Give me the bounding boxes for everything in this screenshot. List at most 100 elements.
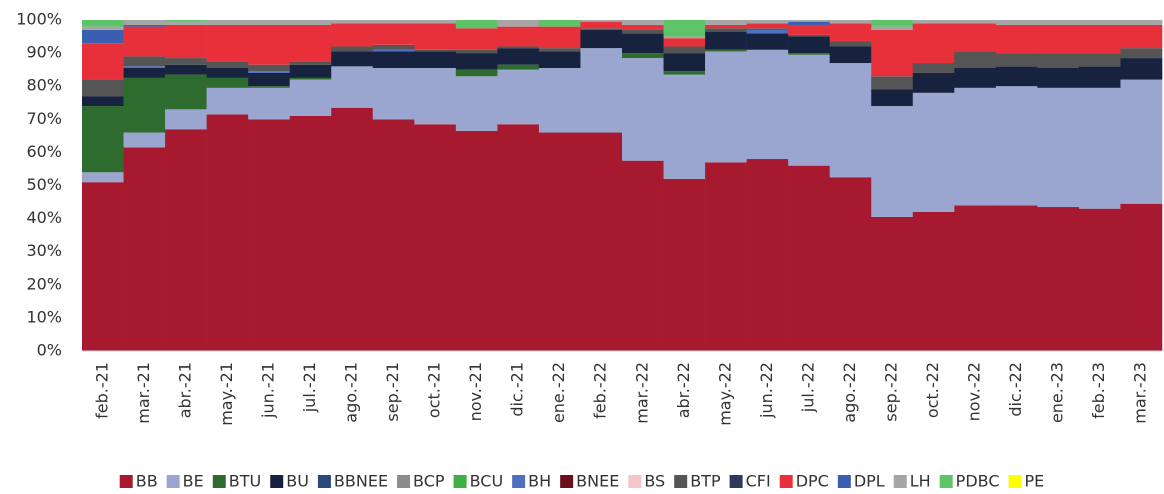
legend-swatch [837, 475, 851, 488]
legend-label: BE [183, 472, 204, 491]
bar-segment [206, 87, 249, 115]
bar-segment [248, 71, 290, 73]
bar-segment [995, 66, 1038, 87]
x-tick-label: oct.-21 [425, 362, 444, 418]
bar-segment [538, 51, 581, 68]
bar-segment [1037, 20, 1080, 25]
legend-swatch [212, 475, 226, 488]
legend-swatch [512, 475, 526, 488]
x-tick-label: may.-21 [217, 362, 236, 426]
bar-segment [206, 61, 249, 68]
y-tick-label: 80% [26, 76, 62, 95]
bar-segment [1120, 20, 1163, 25]
bar-segment [165, 74, 207, 110]
bar-segment [1120, 58, 1163, 80]
bar-segment [871, 89, 914, 107]
legend-swatch [939, 475, 953, 488]
bar-segment [1120, 24, 1163, 49]
x-tick-label: abr.-22 [674, 362, 693, 418]
bar-segment [372, 23, 415, 45]
bar-segment [538, 132, 581, 351]
x-tick-label: oct.-22 [923, 362, 942, 418]
legend-label: LH [910, 472, 931, 491]
bar-segment [829, 23, 872, 42]
bar-segment [663, 74, 706, 179]
bar-segment [497, 69, 540, 125]
bar-segment [165, 64, 207, 75]
x-tick-label: ago.-21 [342, 362, 361, 423]
bar-segment [954, 205, 997, 351]
bar-segment [331, 23, 374, 47]
bar-segment [622, 53, 664, 59]
bar-segment [829, 41, 872, 47]
x-tick-label: ene.-23 [1048, 362, 1067, 423]
bar-segment [871, 216, 914, 351]
bar-segment [705, 20, 747, 25]
bar-segment [123, 67, 166, 78]
bar-segment [289, 24, 332, 62]
legend-label: BTU [229, 472, 261, 491]
y-tick-label: 100% [16, 10, 62, 29]
bar-segment [206, 114, 249, 352]
bar-segment [538, 67, 581, 133]
bar-segment [954, 23, 997, 52]
bar-segment [248, 86, 290, 88]
bar-segment [414, 51, 457, 68]
bar-segment [871, 76, 914, 90]
bar-segment [705, 28, 747, 32]
bar-segment [663, 71, 706, 75]
bar-segment [538, 20, 581, 27]
x-tick-label: sep.-21 [383, 362, 402, 422]
bar-segment [788, 36, 830, 54]
bar-segment [455, 130, 498, 351]
x-tick-label: mar.-21 [134, 362, 153, 424]
bar-segment [663, 38, 706, 47]
legend-swatch [560, 475, 574, 488]
bar-segment [622, 29, 664, 34]
bar-segment [372, 49, 415, 52]
bar-segment [746, 159, 789, 351]
legend-label: PE [1025, 472, 1045, 491]
y-tick-label: 50% [26, 175, 62, 194]
legend-swatch [119, 475, 133, 488]
bar-segment [871, 26, 914, 30]
bar-segment [206, 77, 249, 88]
bar-segment [414, 124, 457, 351]
legend-label: DPC [796, 472, 829, 491]
legend-swatch [779, 475, 793, 488]
bar-segment [123, 66, 166, 68]
bar-segment [871, 106, 914, 217]
x-tick-label: nov.-22 [965, 362, 984, 421]
legend-label: BBNEE [334, 472, 388, 491]
legend-label: BU [286, 472, 309, 491]
x-tick-label: jun.-21 [258, 362, 277, 419]
bar-segment [1120, 48, 1163, 59]
bar-segment [1078, 66, 1121, 88]
bar-segment [580, 21, 623, 29]
bar-segment [871, 20, 914, 27]
bar-segment [414, 20, 457, 24]
bar-segment [1078, 208, 1121, 351]
legend-label: BH [528, 472, 551, 491]
bar-segment [123, 26, 166, 57]
bar-segment [705, 51, 747, 163]
bar-segment [82, 29, 124, 44]
bar-segment [455, 28, 498, 50]
bar-segment [580, 28, 623, 30]
y-tick-label: 0% [37, 341, 62, 360]
x-tick-label: feb.-21 [92, 362, 111, 419]
x-tick-label: abr.-21 [175, 362, 194, 418]
bar-segment [746, 49, 789, 160]
bar-segment [580, 29, 623, 49]
bar-segment [580, 132, 623, 351]
bar-segment [497, 26, 540, 47]
bar-segment [82, 26, 124, 30]
bar-segment [954, 20, 997, 24]
bar-segment [580, 20, 623, 22]
bar-segment [746, 33, 789, 50]
bar-segment [538, 48, 581, 52]
y-tick-label: 20% [26, 274, 62, 293]
bar-segment [82, 182, 124, 351]
bar-segment [1037, 24, 1080, 54]
